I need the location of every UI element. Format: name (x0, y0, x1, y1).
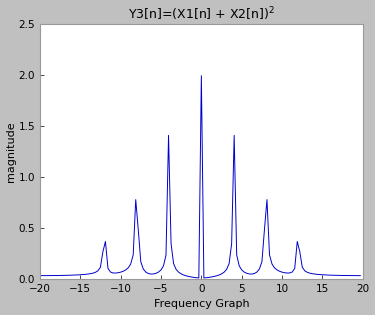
X-axis label: Frequency Graph: Frequency Graph (153, 300, 249, 309)
Y-axis label: magnitude: magnitude (6, 121, 15, 182)
Title: Y3[n]=(X1[n] + X2[n])$^2$: Y3[n]=(X1[n] + X2[n])$^2$ (128, 6, 275, 23)
